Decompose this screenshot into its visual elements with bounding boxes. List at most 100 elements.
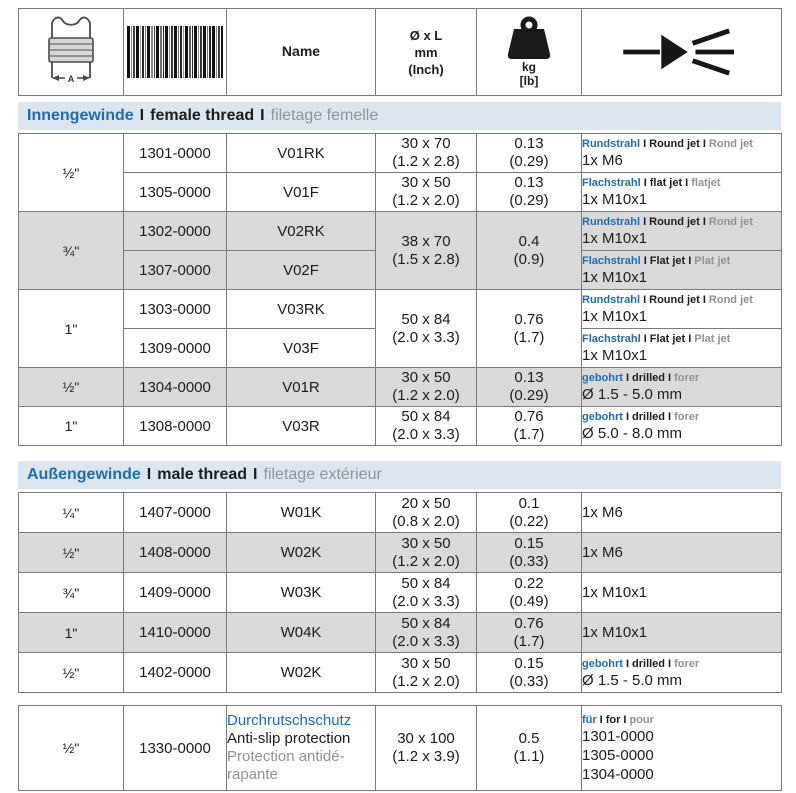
name-cell: V03R (226, 406, 376, 446)
section-title-en: male thread (157, 466, 248, 483)
label-part: gebohrt (582, 372, 623, 384)
weight-line: (0.29) (509, 153, 549, 170)
size-cell: ¾" (18, 572, 124, 613)
table-row: ¼" 1407-0000 W01K 20 x 50 (0.8 x 2.0) 0.1 (0.2… (18, 492, 782, 533)
label-part: I (702, 294, 706, 306)
size-cell: ¼" (18, 492, 124, 533)
article-number-cell: 1302-0000 (123, 211, 227, 251)
article-number-cell: 1308-0000 (123, 406, 227, 446)
section-title-fr: filetage extérieur (263, 466, 382, 483)
label-part: Flachstrahl (582, 177, 641, 189)
trilingual-label: Rundstrahl I Round jet I Rond jet (582, 214, 781, 229)
label-part: drilled (632, 657, 666, 670)
label-part: Plat jet (694, 255, 731, 267)
dimensions-cell: 38 x 70 (1.5 x 2.8) (375, 211, 477, 290)
name-line: Anti-slip protection (227, 730, 351, 747)
label-part: Rundstrahl (582, 138, 641, 150)
weight-line: 0.13 (514, 135, 544, 152)
jet-value: 1x M10x1 (582, 308, 648, 325)
header-cell-dimensions: Ø x L mm (Inch) (375, 8, 477, 96)
weight-line: 0.5 (518, 730, 540, 747)
table-row: ¾" 1302-0000 V02RK 38 x 70 (1.5 x 2.8) 0.4 (0.… (18, 211, 782, 290)
male-thread-table: ¼" 1407-0000 W01K 20 x 50 (0.8 x 2.0) 0.1 (0.2… (18, 492, 782, 693)
label-part: I (643, 333, 647, 345)
name-cell: V01R (226, 367, 376, 407)
catalog-page: A (18, 8, 782, 791)
dims-label-line: mm (414, 44, 438, 60)
size-cell: ¾" (18, 211, 124, 290)
section-title-en: female thread (150, 107, 255, 124)
weight-line: (0.49) (509, 592, 549, 610)
weight-line: (0.33) (509, 552, 549, 570)
trilingual-label: Flachstrahl I Flat jet I Plat jet (582, 331, 781, 346)
weight-line: (0.33) (509, 672, 549, 690)
table-row: 1307-0000 V02F Flachstrahl I Flat jet I Plat j… (19, 250, 782, 290)
weight-icon (507, 16, 551, 59)
section-title-separator: I (260, 107, 265, 124)
trilingual-label: Flachstrahl I Flat jet I Plat jet (582, 253, 781, 268)
label-part: drilled (632, 372, 666, 384)
weight-cell: 0.13 (0.29) (476, 133, 582, 173)
dimension-line: 50 x 84 (401, 574, 451, 592)
weight-line: 0.76 (514, 310, 544, 328)
table-row: 1" 1410-0000 W04K 50 x 84 (2.0 x 3.3) 0.76 (1.… (18, 612, 782, 653)
jet-value: 1x M10x1 (582, 584, 648, 601)
article-number-cell: 1407-0000 (123, 492, 227, 533)
article-number-cell: 1309-0000 (123, 328, 227, 368)
dimensions-cell: 30 x 100 (1.2 x 3.9) (375, 705, 477, 791)
weight-line: 0.22 (514, 574, 544, 592)
label-part: I (625, 411, 630, 423)
label-part: Rundstrahl (582, 216, 641, 228)
label-part: I (643, 177, 647, 189)
name-cell: W01K (226, 492, 376, 533)
label-part: I (643, 255, 647, 267)
for-article-number: 1304-0000 (582, 766, 654, 783)
dimension-line: 50 x 84 (401, 310, 451, 328)
label-part: I (643, 138, 647, 150)
female-thread-table: ½" 1301-0000 V01RK 30 x 70 (1.2 x 2.8) 0.13 (0… (18, 133, 782, 446)
dimensions-cell: 30 x 50 (1.2 x 2.0) (375, 367, 477, 407)
dimensions-cell: 50 x 84 (2.0 x 3.3) (375, 289, 477, 368)
jet-value: 1x M10x1 (582, 269, 648, 286)
label-part: I (625, 657, 630, 670)
weight-line: 0.13 (514, 369, 544, 386)
section-title-separator: I (253, 466, 258, 483)
dims-label-line: (Inch) (408, 61, 444, 77)
dimension-line: 38 x 70 (401, 232, 451, 250)
name-cell: W03K (226, 572, 376, 613)
label-part: für (582, 714, 597, 726)
barcode-icon (127, 26, 223, 78)
label-part: Flachstrahl (582, 255, 641, 267)
label-part: I (625, 372, 630, 384)
name-cell: W02K (226, 532, 376, 573)
weight-cell: 0.15 (0.33) (476, 532, 582, 573)
weight-line: 0.15 (514, 534, 544, 552)
weight-cell: 0.76 (1.7) (476, 612, 582, 653)
label-part: I (702, 138, 706, 150)
label-part: I (599, 714, 603, 726)
jet-cell: Flachstrahl I Flat jet I Plat jet 1x M10x1 (581, 250, 782, 290)
dimension-line: 30 x 50 (401, 654, 451, 672)
weight-cell: 0.15 (0.33) (476, 652, 582, 693)
weight-line: (0.29) (509, 387, 549, 404)
article-number-cell: 1402-0000 (123, 652, 227, 693)
jet-value: Ø 5.0 - 8.0 mm (582, 425, 683, 442)
label-part: forer (674, 657, 700, 670)
name-cell: V03RK (226, 289, 376, 329)
label-part: I (688, 333, 692, 345)
section-header-innengewinde: Innengewinde I female thread I filetage … (18, 102, 781, 130)
size-cell: 1" (18, 612, 124, 653)
name-cell: V01F (226, 172, 376, 212)
pipe-internal-thread-icon: A (48, 16, 94, 84)
weight-line: (0.22) (509, 512, 549, 530)
dimensions-cell: 30 x 50 (1.2 x 2.0) (375, 172, 477, 212)
weight-cell: 0.4 (0.9) (476, 211, 582, 290)
name-line: rapante (227, 766, 278, 783)
dimension-line: (1.2 x 3.9) (392, 748, 460, 765)
dimensions-cell: 50 x 84 (2.0 x 3.3) (375, 612, 477, 653)
